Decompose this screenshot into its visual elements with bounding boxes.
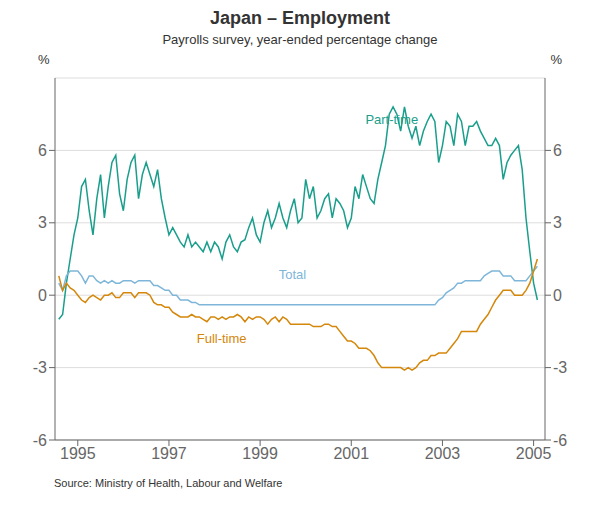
svg-text:0: 0 (553, 287, 562, 304)
svg-text:2001: 2001 (333, 445, 369, 462)
svg-text:1999: 1999 (242, 445, 278, 462)
svg-text:Full-time: Full-time (197, 331, 247, 346)
html-text:Source: Ministry of Health, La: Source: Ministry of Health, Labour and W… (54, 477, 283, 489)
svg-text:2005: 2005 (516, 445, 552, 462)
svg-text:-3: -3 (553, 359, 567, 376)
html-text:Payrolls survey, year-ended pe: Payrolls survey, year-ended percentage c… (162, 32, 438, 47)
svg-text:3: 3 (553, 214, 562, 231)
svg-text:3: 3 (38, 214, 47, 231)
svg-text:1995: 1995 (60, 445, 96, 462)
svg-text:6: 6 (38, 142, 47, 159)
svg-text:-3: -3 (33, 359, 47, 376)
svg-text:6: 6 (553, 142, 562, 159)
svg-text:Total: Total (279, 267, 307, 282)
svg-text:1997: 1997 (151, 445, 187, 462)
svg-text:-6: -6 (33, 432, 47, 449)
html-text:Japan – Employment: Japan – Employment (210, 8, 390, 28)
svg-text:0: 0 (38, 287, 47, 304)
svg-text:Part-time: Part-time (365, 112, 418, 127)
svg-text:-6: -6 (553, 432, 567, 449)
svg-text:2003: 2003 (425, 445, 461, 462)
